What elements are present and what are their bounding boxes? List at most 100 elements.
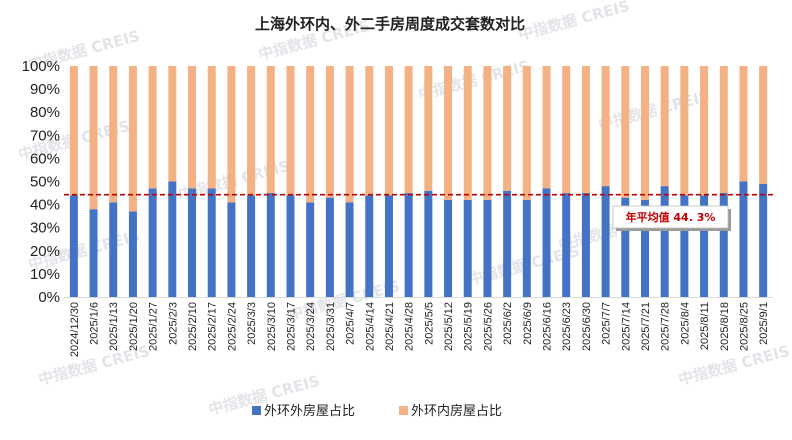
- bar-inner-ring: [109, 66, 118, 203]
- bar-inner-ring: [384, 66, 393, 196]
- bar-outer-ring: [562, 193, 571, 297]
- x-tick-label: 2025/4/28: [404, 302, 416, 351]
- bar-inner-ring: [640, 66, 649, 200]
- bar-inner-ring: [286, 66, 295, 196]
- bar-inner-ring: [660, 66, 669, 187]
- bar-outer-ring: [503, 190, 512, 297]
- bar-outer-ring: [109, 202, 118, 297]
- bar-outer-ring: [522, 199, 531, 297]
- x-tick-label: 2025/2/3: [167, 302, 179, 345]
- x-tick-label: 2025/5/5: [423, 302, 435, 345]
- bar-outer-ring: [89, 209, 98, 297]
- bar-inner-ring: [404, 66, 413, 194]
- bar-inner-ring: [188, 66, 197, 189]
- y-tick-label: 40%: [30, 197, 60, 214]
- bar-inner-ring: [424, 66, 433, 191]
- bar-inner-ring: [227, 66, 236, 203]
- y-tick-label: 60%: [30, 150, 60, 167]
- legend: 外环外房屋占比 外环内房屋占比: [252, 403, 502, 419]
- x-tick-label: 2025/7/21: [640, 302, 652, 351]
- x-tick-label: 2025/3/24: [305, 302, 317, 351]
- bar-inner-ring: [759, 66, 768, 184]
- bar-outer-ring: [404, 193, 413, 297]
- legend-swatch-outer-ring: [252, 406, 261, 415]
- legend-label-outer-ring: 外环外房屋占比: [264, 403, 355, 419]
- bar-inner-ring: [247, 66, 256, 196]
- bar-inner-ring: [522, 66, 531, 200]
- y-tick-label: 70%: [30, 127, 60, 144]
- bar-inner-ring: [207, 66, 216, 189]
- bar-outer-ring: [227, 202, 236, 297]
- bar-inner-ring: [444, 66, 453, 200]
- watermark-text: 中指数据 CREIS: [676, 342, 791, 389]
- bar-outer-ring: [680, 195, 689, 297]
- y-tick-label: 20%: [30, 243, 60, 260]
- bar-inner-ring: [542, 66, 551, 189]
- bar-outer-ring: [69, 195, 78, 297]
- bar-inner-ring: [463, 66, 472, 200]
- bar-inner-ring: [148, 66, 157, 189]
- y-tick-label: 30%: [30, 220, 60, 237]
- x-tick-label: 2025/5/12: [443, 302, 455, 351]
- x-tick-label: 2025/6/23: [561, 302, 573, 351]
- bar-inner-ring: [89, 66, 98, 210]
- bar-outer-ring: [759, 183, 768, 297]
- watermark-text: 中指数据 CREIS: [596, 87, 711, 134]
- bar-outer-ring: [286, 195, 295, 297]
- x-tick-label: 2025/6/16: [542, 302, 554, 351]
- bar-inner-ring: [365, 66, 374, 196]
- x-tick-label: 2025/9/1: [758, 302, 770, 345]
- bar-outer-ring: [247, 195, 256, 297]
- bar-outer-ring: [719, 193, 728, 297]
- bar-outer-ring: [188, 188, 197, 297]
- bar-outer-ring: [660, 186, 669, 297]
- bar-inner-ring: [306, 66, 315, 203]
- x-tick-label: 2025/3/17: [285, 302, 297, 351]
- bar-outer-ring: [640, 199, 649, 297]
- bar-outer-ring: [266, 193, 275, 297]
- x-tick-label: 2025/1/13: [108, 302, 120, 351]
- x-tick-label: 2025/3/10: [266, 302, 278, 351]
- bar-inner-ring: [128, 66, 137, 212]
- x-tick-label: 2025/5/19: [463, 302, 475, 351]
- x-tick-label: 2025/1/27: [148, 302, 160, 351]
- x-tick-label: 2025/3/3: [246, 302, 258, 345]
- annotation-label: 年平均值 44. 3%: [626, 210, 716, 224]
- x-tick-label: 2025/6/30: [581, 302, 593, 351]
- bar-inner-ring: [562, 66, 571, 194]
- x-tick-label: 2025/1/20: [128, 302, 140, 351]
- bar-inner-ring: [266, 66, 275, 194]
- bar-layer: [69, 66, 768, 297]
- bar-outer-ring: [325, 197, 334, 297]
- bar-outer-ring: [384, 195, 393, 297]
- y-tick-label: 0%: [38, 289, 60, 306]
- bar-inner-ring: [719, 66, 728, 194]
- x-tick-label: 2025/2/24: [226, 302, 238, 351]
- bar-inner-ring: [601, 66, 610, 187]
- bar-outer-ring: [148, 188, 157, 297]
- chart-title: 上海外环内、外二手房周度成交套数对比: [255, 15, 525, 33]
- x-tick-label: 2025/8/11: [699, 302, 711, 350]
- annotation-box: [612, 205, 729, 229]
- bar-outer-ring: [700, 195, 709, 297]
- x-tick-label: 2025/6/2: [502, 302, 514, 345]
- bar-outer-ring: [306, 202, 315, 297]
- watermark-text: 中指数据 CREIS: [516, 0, 631, 44]
- bar-outer-ring: [207, 188, 216, 297]
- x-tick-label: 2025/5/26: [482, 302, 494, 351]
- x-tick-label: 2025/7/28: [660, 302, 672, 351]
- bar-outer-ring: [483, 199, 492, 297]
- bar-outer-ring: [463, 199, 472, 297]
- bar-outer-ring: [128, 211, 137, 297]
- bar-outer-ring: [581, 193, 590, 297]
- x-tick-label: 2025/7/7: [601, 302, 613, 345]
- y-tick-label: 80%: [30, 104, 60, 121]
- bar-outer-ring: [168, 181, 177, 297]
- bar-outer-ring: [542, 188, 551, 297]
- x-tick-label: 2025/8/25: [738, 302, 750, 351]
- bar-outer-ring: [621, 197, 630, 297]
- y-tick-label: 10%: [30, 266, 60, 283]
- bar-inner-ring: [503, 66, 512, 191]
- average-annotation: 年平均值 44. 3%: [612, 205, 731, 231]
- y-tick-label: 50%: [30, 174, 60, 191]
